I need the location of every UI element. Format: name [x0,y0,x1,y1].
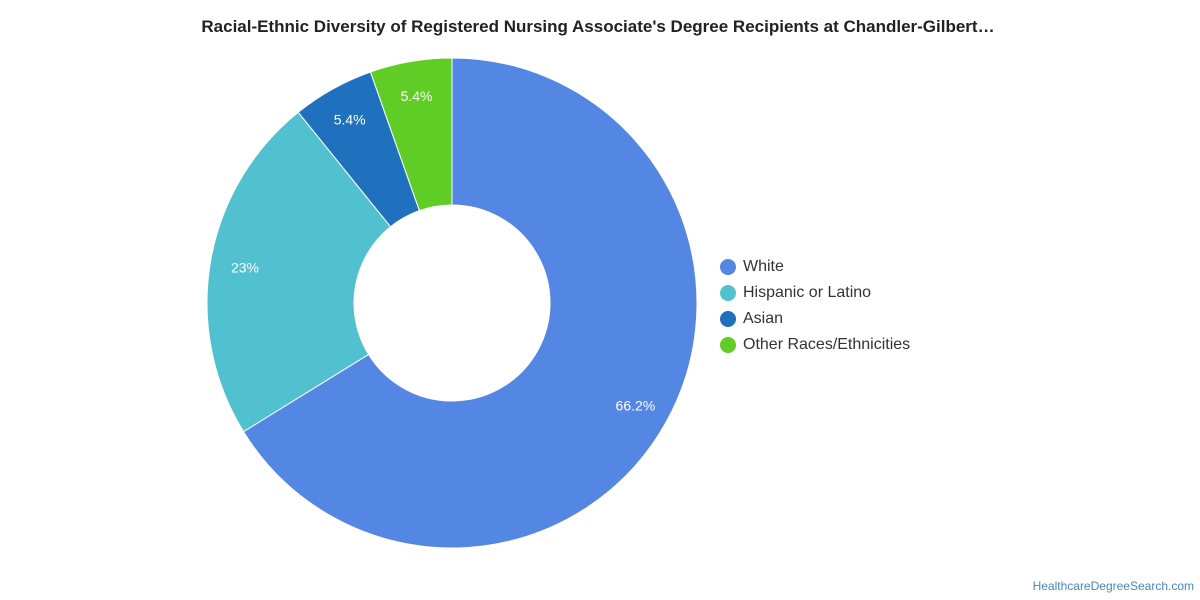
slice-label: 5.4% [334,112,366,128]
slice-label: 5.4% [401,88,433,104]
legend-swatch [720,337,736,353]
legend-swatch [720,285,736,301]
slice-hispanic-or-latino[interactable] [206,111,392,433]
chart-title: Racial-Ethnic Diversity of Registered Nu… [201,17,995,36]
slice-other-races-ethnicities[interactable] [369,57,453,212]
slice-label: 23% [231,260,259,276]
source-link[interactable]: HealthcareDegreeSearch.com [1032,579,1194,593]
legend-item[interactable]: White [720,254,910,280]
legend-swatch [720,311,736,327]
legend-label: Hispanic or Latino [743,284,872,301]
legend-label: Other Races/Ethnicities [743,336,911,353]
slice-white[interactable] [242,57,698,549]
legend-label: Asian [743,310,784,327]
legend-label: White [743,258,784,275]
legend-item[interactable]: Other Races/Ethnicities [720,332,910,358]
chart-legend: White Hispanic or Latino Asian Other Races/… [720,254,910,358]
legend-item[interactable]: Hispanic or Latino [720,280,910,306]
slice-label: 66.2% [616,397,656,413]
legend-swatch [720,259,736,275]
legend-item[interactable]: Asian [720,306,910,332]
